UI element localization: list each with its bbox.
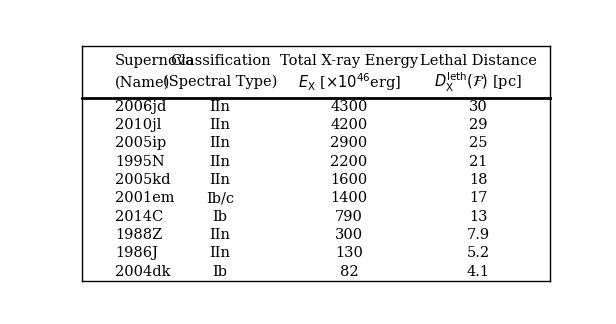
Text: 2001em: 2001em	[115, 191, 175, 205]
Text: 4.1: 4.1	[466, 265, 490, 279]
Text: 7.9: 7.9	[466, 228, 490, 242]
Text: Ib: Ib	[213, 210, 228, 224]
Text: 2010jl: 2010jl	[115, 118, 161, 132]
Text: IIn: IIn	[209, 155, 231, 169]
Text: Ib/c: Ib/c	[206, 191, 234, 205]
Text: 300: 300	[335, 228, 363, 242]
Text: Total X-ray Energy: Total X-ray Energy	[280, 54, 418, 68]
Text: $D_{\rm X}^{\rm leth}(\mathcal{F})$ [pc]: $D_{\rm X}^{\rm leth}(\mathcal{F})$ [pc]	[434, 71, 522, 94]
Text: 5.2: 5.2	[466, 246, 490, 260]
Text: 2900: 2900	[331, 136, 368, 150]
Text: Ib: Ib	[213, 265, 228, 279]
Text: 25: 25	[469, 136, 487, 150]
Text: 1600: 1600	[331, 173, 368, 187]
Text: IIn: IIn	[209, 118, 231, 132]
Text: 2005ip: 2005ip	[115, 136, 166, 150]
Text: 4300: 4300	[330, 100, 368, 114]
Text: 2004dk: 2004dk	[115, 265, 171, 279]
Text: 82: 82	[340, 265, 359, 279]
Text: 4200: 4200	[331, 118, 368, 132]
Text: Classification: Classification	[170, 54, 270, 68]
Text: IIn: IIn	[209, 228, 231, 242]
Text: 2014C: 2014C	[115, 210, 163, 224]
Text: 1986J: 1986J	[115, 246, 158, 260]
Text: 1988Z: 1988Z	[115, 228, 163, 242]
Text: 2006jd: 2006jd	[115, 100, 166, 114]
Text: 1400: 1400	[331, 191, 368, 205]
Text: 17: 17	[469, 191, 487, 205]
Text: Supernova: Supernova	[115, 54, 195, 68]
Text: IIn: IIn	[209, 246, 231, 260]
Text: 13: 13	[469, 210, 487, 224]
Text: 21: 21	[469, 155, 487, 169]
Text: IIn: IIn	[209, 100, 231, 114]
Text: 1995N: 1995N	[115, 155, 165, 169]
Text: 29: 29	[469, 118, 487, 132]
Text: $E_{\rm X}$ [$\times10^{46}$erg]: $E_{\rm X}$ [$\times10^{46}$erg]	[298, 71, 400, 93]
Text: (Spectral Type): (Spectral Type)	[163, 75, 277, 89]
Text: 2200: 2200	[331, 155, 368, 169]
Text: 130: 130	[335, 246, 363, 260]
Text: 2005kd: 2005kd	[115, 173, 171, 187]
Text: IIn: IIn	[209, 173, 231, 187]
Text: (Name): (Name)	[115, 75, 171, 89]
Text: 30: 30	[469, 100, 487, 114]
Text: Lethal Distance: Lethal Distance	[419, 54, 537, 68]
Text: 18: 18	[469, 173, 487, 187]
Text: IIn: IIn	[209, 136, 231, 150]
Text: 790: 790	[335, 210, 363, 224]
